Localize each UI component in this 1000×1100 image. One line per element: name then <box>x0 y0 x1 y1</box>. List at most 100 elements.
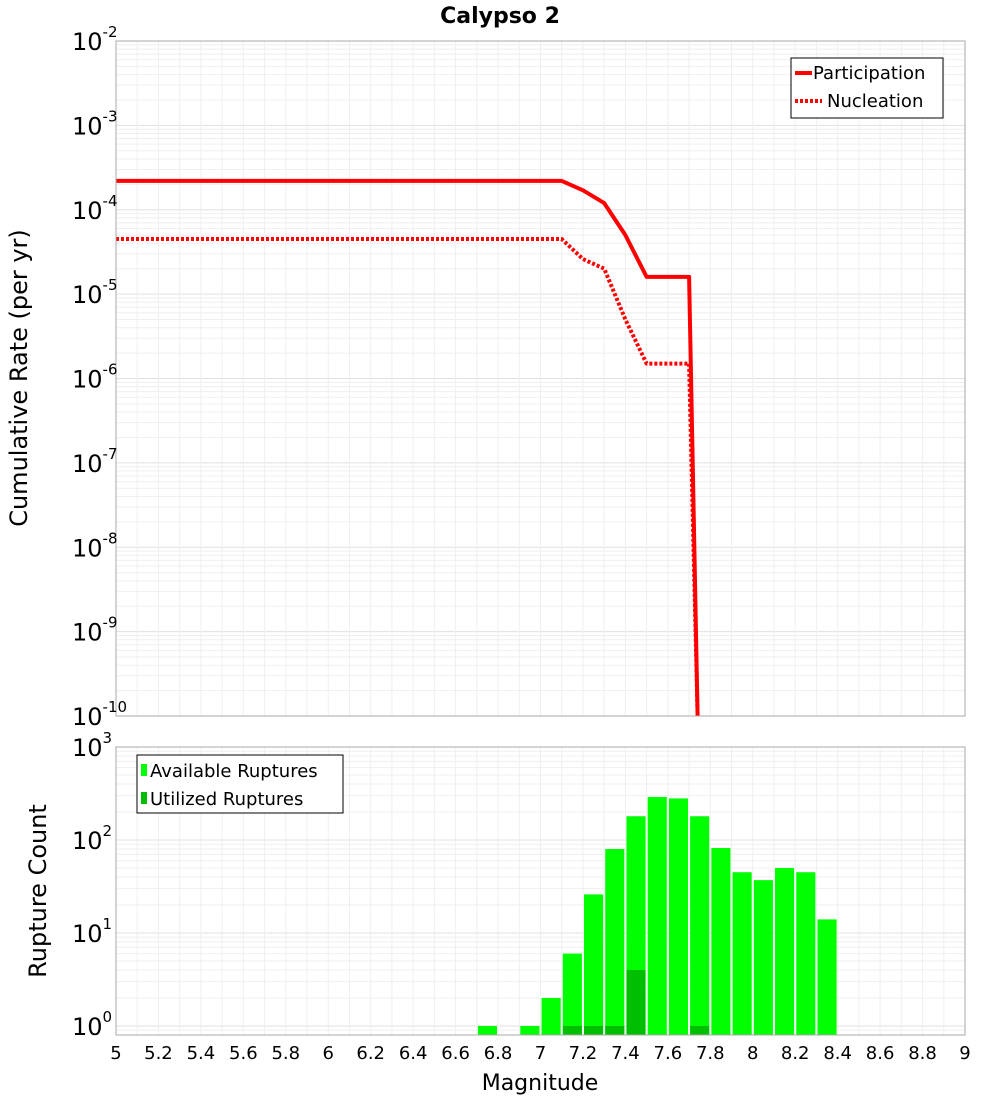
available-rupture-bar <box>668 798 689 1035</box>
available-rupture-bar <box>775 867 795 1035</box>
bottom-y-tick-base: 10 <box>72 1013 103 1041</box>
available-rupture-bar <box>817 919 837 1035</box>
x-tick-label: 5 <box>110 1043 121 1064</box>
top-y-tick-exp: -5 <box>103 276 118 294</box>
top-y-tick-exp: -7 <box>103 445 118 463</box>
top-y-tick-label: 10-6 <box>72 361 118 394</box>
utilized-rupture-bar <box>584 1025 604 1035</box>
bottom-y-axis-label: Rupture Count <box>24 804 52 978</box>
top-y-tick-exp: -6 <box>103 361 118 379</box>
bottom-legend-box <box>136 754 344 814</box>
top-y-tick-label: 10-10 <box>72 698 127 731</box>
top-y-tick-base: 10 <box>72 366 103 394</box>
available-rupture-bar <box>647 796 667 1035</box>
top-y-tick-label: 10-3 <box>72 107 118 140</box>
bottom-y-tick-base: 10 <box>72 920 103 948</box>
top-y-tick-label: 10-2 <box>72 23 118 56</box>
available-legend-label: Available Ruptures <box>150 761 318 782</box>
x-tick-label: 6 <box>323 1043 334 1064</box>
x-tick-label: 6.8 <box>484 1043 513 1064</box>
top-legend: Participation Nucleation <box>790 57 944 119</box>
x-tick-label: 7.4 <box>611 1043 640 1064</box>
nucleation-line <box>116 237 700 717</box>
bottom-y-tick-label: 100 <box>72 1008 112 1041</box>
top-y-tick-exp: -4 <box>103 192 118 210</box>
bottom-y-tick-exp: 1 <box>103 915 113 933</box>
bottom-plot-frame <box>115 746 966 1036</box>
available-rupture-bar <box>605 849 625 1035</box>
bottom-y-tick-exp: 0 <box>103 1008 113 1026</box>
utilized-rupture-bar <box>562 1025 582 1035</box>
bottom-y-tick-exp: 2 <box>103 822 113 840</box>
top-y-tick-label: 10-5 <box>72 276 118 309</box>
bottom-grid <box>115 746 966 1036</box>
utilized-rupture-bar <box>626 969 646 1035</box>
top-series <box>116 178 700 717</box>
x-tick-label: 6.2 <box>356 1043 385 1064</box>
x-tick-label: 8 <box>747 1043 758 1064</box>
utilized-legend-label: Utilized Ruptures <box>150 789 303 810</box>
available-rupture-bar <box>732 872 752 1035</box>
available-rupture-bar <box>796 872 816 1035</box>
available-rupture-bar <box>753 880 773 1035</box>
bottom-y-tick-exp: 3 <box>103 729 113 747</box>
top-y-tick-exp: -8 <box>103 529 118 547</box>
available-rupture-bar <box>477 1025 497 1035</box>
bottom-y-tick-base: 10 <box>72 827 103 855</box>
x-tick-label: 8.4 <box>823 1043 852 1064</box>
available-rupture-bar <box>520 1025 540 1035</box>
nucleation-legend-label: Nucleation <box>827 91 923 112</box>
available-rupture-bar <box>584 894 604 1035</box>
top-y-tick-exp: -2 <box>103 23 118 41</box>
x-tick-label: 8.8 <box>908 1043 937 1064</box>
x-tick-label: 5.2 <box>144 1043 173 1064</box>
x-tick-label: 5.6 <box>229 1043 258 1064</box>
top-plot-frame <box>115 40 966 717</box>
bottom-y-tick-label: 103 <box>72 729 112 762</box>
available-legend-swatch <box>141 764 147 776</box>
top-y-tick-exp: -3 <box>103 107 118 125</box>
x-tick-label: 5.4 <box>187 1043 216 1064</box>
top-y-tick-base: 10 <box>72 197 103 225</box>
x-axis-label: Magnitude <box>482 1071 599 1096</box>
utilized-rupture-bar <box>690 1025 710 1035</box>
top-y-tick-label: 10-7 <box>72 445 118 478</box>
top-y-tick-base: 10 <box>72 619 103 647</box>
available-rupture-bar <box>690 816 710 1035</box>
top-legend-box <box>790 57 944 119</box>
top-y-tick-base: 10 <box>72 703 103 731</box>
top-y-tick-exp: -10 <box>103 698 128 716</box>
x-tick-label: 9 <box>959 1043 970 1064</box>
bottom-y-tick-base: 10 <box>72 734 103 762</box>
available-rupture-bar <box>711 848 731 1035</box>
x-tick-label: 8.2 <box>781 1043 810 1064</box>
x-tick-label: 6.6 <box>441 1043 470 1064</box>
top-y-axis-label: Cumulative Rate (per yr) <box>5 229 33 527</box>
x-ticks: 5 5.2 5.4 5.6 5.8 6 6.2 6.4 6.6 6.8 7 7.2 7.4 7.6 7.8 8… <box>110 1043 970 1064</box>
top-y-tick-base: 10 <box>72 534 103 562</box>
top-y-tick-exp: -9 <box>103 614 118 632</box>
bottom-y-tick-label: 102 <box>72 822 112 855</box>
top-y-tick-base: 10 <box>72 112 103 140</box>
x-tick-label: 7.6 <box>654 1043 683 1064</box>
bottom-bars <box>477 796 837 1035</box>
available-rupture-bar <box>562 953 582 1035</box>
utilized-legend-swatch <box>141 792 147 804</box>
utilized-rupture-bar <box>605 1025 625 1035</box>
bottom-legend: Available Ruptures Utilized Ruptures <box>136 754 344 814</box>
x-tick-label: 7 <box>535 1043 546 1064</box>
available-rupture-bar <box>541 997 561 1035</box>
top-y-tick-label: 10-4 <box>72 192 118 225</box>
chart-title: Calypso 2 <box>440 4 560 29</box>
top-y-tick-base: 10 <box>72 28 103 56</box>
participation-line <box>116 178 700 717</box>
x-tick-label: 8.6 <box>866 1043 895 1064</box>
participation-legend-label: Participation <box>813 63 925 84</box>
x-tick-label: 7.2 <box>569 1043 598 1064</box>
x-tick-label: 5.8 <box>271 1043 300 1064</box>
